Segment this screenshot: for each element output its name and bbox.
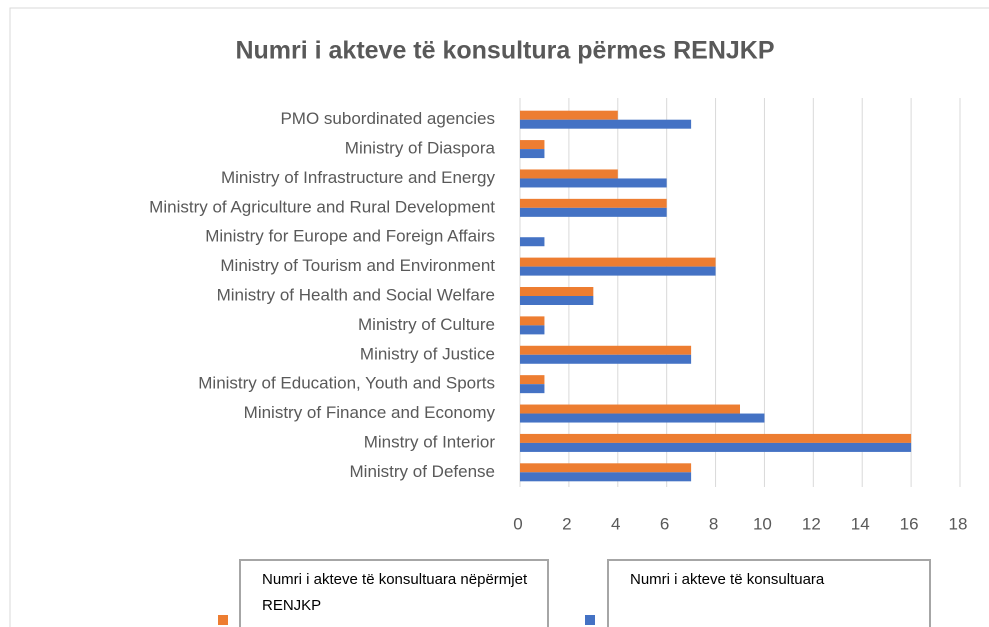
y-tick-label: Ministry of Infrastructure and Energy [221, 168, 496, 187]
bar [520, 149, 545, 159]
bar [520, 384, 545, 394]
x-tick-label: 18 [949, 514, 968, 533]
y-tick-label: Ministry of Defense [350, 462, 496, 481]
bar [520, 110, 618, 120]
y-tick-label: Ministry of Culture [358, 315, 495, 334]
chart-title: Numri i akteve të konsultura përmes RENJ… [235, 37, 774, 65]
x-tick-label: 10 [753, 514, 772, 533]
bar [520, 237, 545, 247]
y-tick-label: Ministry of Tourism and Environment [220, 256, 495, 275]
legend-item: Numri i akteve të konsultuara [630, 571, 825, 588]
bar [520, 198, 667, 208]
legend-label: Numri i akteve të konsultuara nëpërmjet … [262, 571, 528, 614]
legend-box [239, 559, 549, 627]
bar [520, 296, 594, 305]
x-tick-label: 6 [660, 514, 669, 533]
bar [520, 325, 545, 335]
bar [520, 257, 716, 267]
bar [520, 354, 692, 364]
bar [520, 463, 692, 473]
y-tick-label: Ministry of Justice [360, 344, 495, 363]
bar [520, 266, 716, 276]
legend-item: Numri i akteve të konsultuara nëpërmjet … [262, 571, 528, 614]
bar [520, 178, 667, 188]
bar [520, 140, 545, 150]
bar [520, 207, 667, 217]
legend-box [607, 559, 931, 627]
bar [520, 433, 912, 443]
y-tick-label: Ministry of Diaspora [345, 139, 496, 158]
legend-swatch [585, 615, 595, 625]
bar [520, 169, 618, 179]
x-tick-label: 12 [802, 514, 821, 533]
y-tick-label: PMO subordinated agencies [280, 109, 495, 128]
x-tick-label: 0 [513, 514, 522, 533]
bar [520, 316, 545, 326]
legend-swatch [218, 615, 228, 625]
y-tick-label: Ministry of Education, Youth and Sports [198, 374, 495, 393]
bar [520, 375, 545, 385]
x-tick-label: 14 [851, 514, 870, 533]
x-tick-label: 4 [611, 514, 620, 533]
x-tick-label: 8 [709, 514, 718, 533]
y-tick-label: Ministry for Europe and Foreign Affairs [205, 227, 495, 246]
bar [520, 472, 692, 482]
x-tick-label: 2 [562, 514, 571, 533]
bar [520, 442, 912, 452]
bar [520, 287, 594, 296]
bar [520, 413, 765, 423]
y-tick-label: Ministry of Agriculture and Rural Develo… [149, 197, 495, 216]
bar [520, 119, 692, 129]
legend-label: Numri i akteve të konsultuara [630, 571, 825, 588]
bar [520, 404, 740, 414]
y-tick-label: Ministry of Health and Social Welfare [217, 285, 495, 304]
y-tick-label: Minstry of Interior [364, 432, 496, 451]
bar [520, 345, 692, 355]
x-tick-label: 16 [900, 514, 919, 533]
y-tick-label: Ministry of Finance and Economy [244, 403, 496, 422]
chart-frame [9, 7, 989, 627]
